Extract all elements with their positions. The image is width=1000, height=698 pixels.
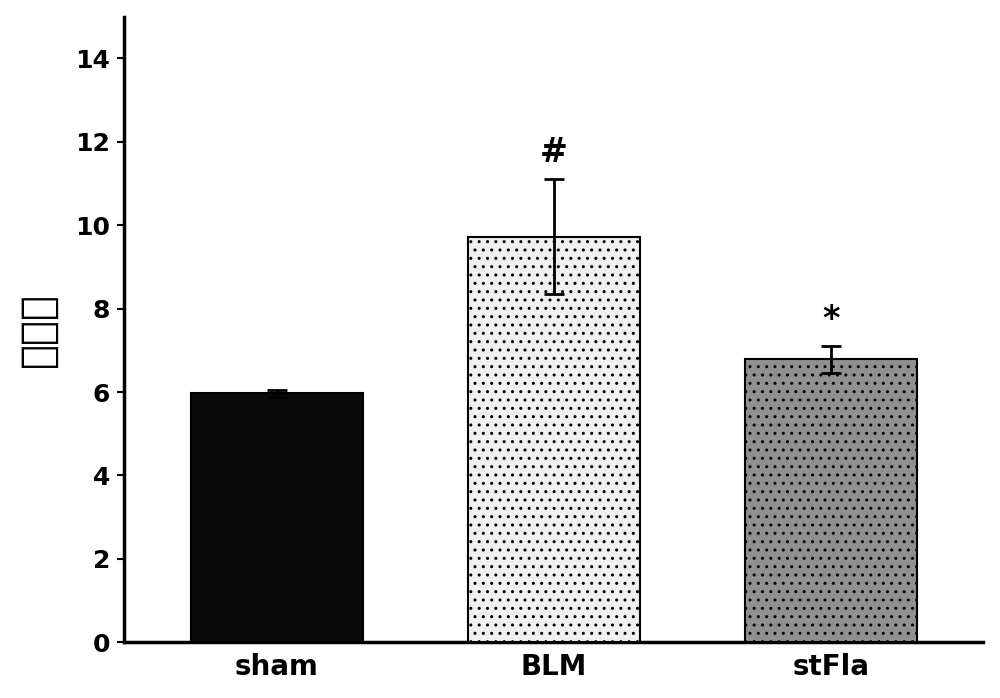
Y-axis label: 肚指数: 肚指数 [17, 292, 59, 367]
Bar [191, 393, 363, 642]
Bar [745, 359, 917, 642]
Text: #: # [540, 136, 568, 169]
Bar [468, 237, 640, 642]
Text: *: * [822, 303, 840, 336]
